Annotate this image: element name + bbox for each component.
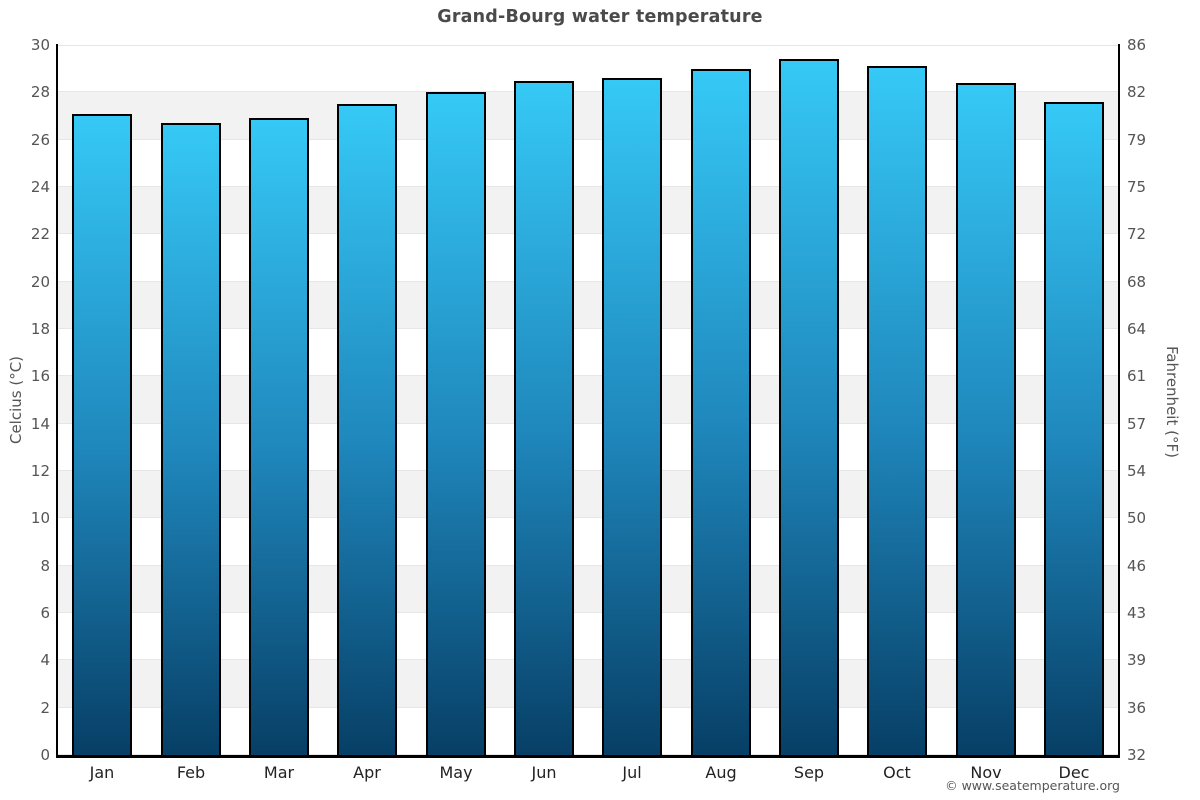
bar-mar[interactable] <box>249 118 309 755</box>
plot-area <box>58 45 1118 756</box>
grid-band <box>58 707 1118 755</box>
gridline <box>58 754 1118 755</box>
y-tick-right-72: 72 <box>1127 225 1147 244</box>
grid-band <box>58 660 1118 708</box>
bar-feb[interactable] <box>161 123 221 755</box>
y-tick-right-46: 46 <box>1127 556 1147 575</box>
grid-band <box>58 376 1118 424</box>
x-tick-apr: Apr <box>353 763 381 782</box>
x-tick-nov: Nov <box>970 763 1002 782</box>
grid-band <box>58 45 1118 93</box>
x-tick-jan: Jan <box>89 763 115 782</box>
y-tick-left-0: 0 <box>40 746 50 764</box>
gridline <box>58 659 1118 660</box>
gridline <box>58 233 1118 234</box>
y-tick-right-32: 32 <box>1127 746 1147 764</box>
y-tick-right-39: 39 <box>1127 651 1147 670</box>
bar-nov[interactable] <box>956 83 1016 755</box>
y-tick-right-36: 36 <box>1127 698 1147 717</box>
gridline <box>58 139 1118 140</box>
y-tick-left-26: 26 <box>30 130 50 149</box>
grid-band <box>58 423 1118 471</box>
bar-aug[interactable] <box>691 69 751 755</box>
y-tick-left-10: 10 <box>30 509 50 528</box>
y-tick-left-14: 14 <box>30 414 50 433</box>
y-tick-left-28: 28 <box>30 83 50 102</box>
bar-may[interactable] <box>426 92 486 755</box>
bar-jan[interactable] <box>72 114 132 755</box>
grid-band <box>58 281 1118 329</box>
y-tick-right-54: 54 <box>1127 462 1147 480</box>
y-tick-right-64: 64 <box>1127 320 1147 338</box>
grid-band <box>58 613 1118 661</box>
gridline <box>58 470 1118 471</box>
footer-credit-link[interactable]: © www.seatemperature.org <box>945 778 1120 793</box>
gridline <box>58 423 1118 424</box>
y-axis-line-right <box>1118 44 1120 758</box>
grid-band <box>58 565 1118 613</box>
y-tick-right-75: 75 <box>1127 178 1147 196</box>
y-tick-right-43: 43 <box>1127 604 1147 622</box>
grid-band <box>58 329 1118 377</box>
gridline <box>58 517 1118 518</box>
y-axis-line-left <box>56 44 58 758</box>
grid-band <box>58 187 1118 235</box>
gridline <box>58 707 1118 708</box>
gridline <box>58 328 1118 329</box>
y-axis-title-fahrenheit: Fahrenheit (°F) <box>1163 346 1181 458</box>
grid-band <box>58 92 1118 140</box>
x-tick-may: May <box>439 763 473 782</box>
y-tick-left-2: 2 <box>40 698 50 717</box>
y-tick-left-6: 6 <box>40 604 50 622</box>
grid-band <box>58 139 1118 187</box>
bar-jun[interactable] <box>514 81 574 756</box>
x-tick-aug: Aug <box>705 763 737 782</box>
gridline <box>58 281 1118 282</box>
grid-band <box>58 234 1118 282</box>
gridline <box>58 91 1118 92</box>
grid-band <box>58 471 1118 519</box>
bar-dec[interactable] <box>1044 102 1104 755</box>
y-tick-right-57: 57 <box>1127 414 1147 433</box>
y-tick-left-18: 18 <box>30 320 50 338</box>
x-tick-jun: Jun <box>531 763 557 782</box>
y-tick-left-30: 30 <box>30 36 50 54</box>
y-tick-right-50: 50 <box>1127 509 1147 528</box>
y-tick-right-61: 61 <box>1127 367 1147 386</box>
y-tick-right-79: 79 <box>1127 130 1147 149</box>
bar-sep[interactable] <box>779 59 839 755</box>
x-tick-jul: Jul <box>622 763 642 782</box>
x-tick-mar: Mar <box>263 763 295 782</box>
gridline <box>58 565 1118 566</box>
gridline <box>58 186 1118 187</box>
y-tick-left-20: 20 <box>30 272 50 291</box>
y-tick-right-68: 68 <box>1127 272 1147 291</box>
y-tick-left-4: 4 <box>40 651 50 670</box>
y-tick-left-16: 16 <box>30 367 50 386</box>
x-tick-oct: Oct <box>883 763 911 782</box>
gridline <box>58 612 1118 613</box>
y-tick-right-86: 86 <box>1127 36 1147 54</box>
x-axis-line <box>56 755 1120 758</box>
gridline <box>58 375 1118 376</box>
x-tick-dec: Dec <box>1058 763 1090 782</box>
y-axis-title-celsius: Celcius (°C) <box>7 355 25 445</box>
y-tick-left-8: 8 <box>40 556 50 575</box>
y-tick-left-22: 22 <box>30 225 50 244</box>
y-tick-left-12: 12 <box>30 462 50 480</box>
y-tick-right-82: 82 <box>1127 83 1147 102</box>
gridline <box>58 45 1118 46</box>
y-tick-left-24: 24 <box>30 178 50 196</box>
bar-jul[interactable] <box>602 78 662 755</box>
x-tick-feb: Feb <box>176 763 206 782</box>
bar-oct[interactable] <box>867 66 927 755</box>
grid-band <box>58 518 1118 566</box>
bar-apr[interactable] <box>337 104 397 755</box>
chart-title: Grand-Bourg water temperature <box>437 7 763 27</box>
x-tick-sep: Sep <box>793 763 825 782</box>
